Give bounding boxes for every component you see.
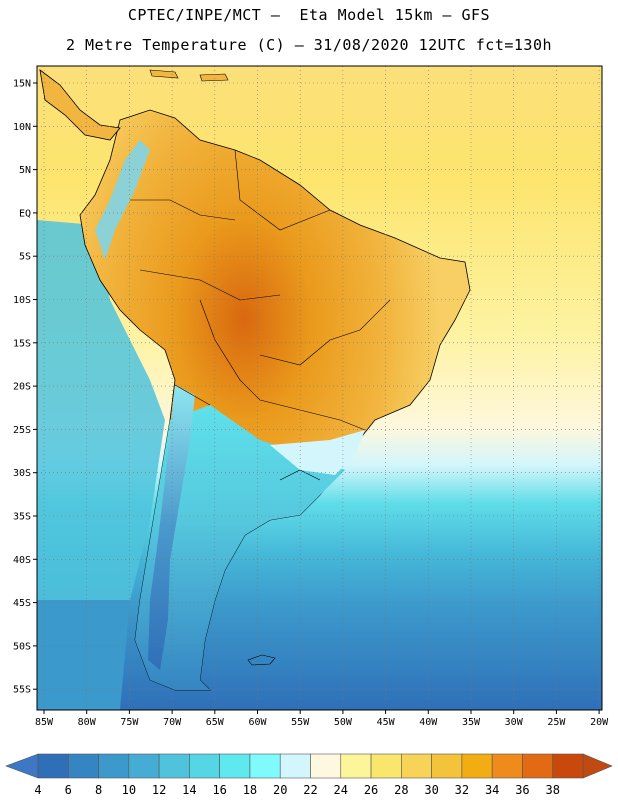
colorbar-tick-label: 10	[122, 783, 136, 797]
andes-cold-strip	[148, 385, 195, 670]
lon-tick-label: 85W	[35, 717, 54, 728]
colorbar-low-arrow	[5, 753, 39, 779]
lat-tick-label: 30S	[13, 468, 31, 479]
colorbar-tick-label: 20	[273, 783, 287, 797]
colorbar: 4 6 8 10 12 14 16 18 20 22 24 26 28 30 32 34 36 38	[5, 753, 613, 797]
colorbar-swatch	[279, 753, 311, 779]
falkland-islands	[247, 654, 276, 666]
latitude-axis: 15N 10N 5N EQ 5S 10S 15S 20S 25S 30S 35S 40S 45S 50S 5…	[13, 79, 37, 696]
colorbar-tick-label: 24	[334, 783, 348, 797]
central-america-land	[39, 69, 121, 141]
colorbar-tick-label: 32	[455, 783, 469, 797]
colorbar-swatch	[401, 753, 432, 779]
colorbar-swatch	[431, 753, 463, 779]
colorbar-tick-label: 34	[485, 783, 499, 797]
lon-tick-label: 35W	[462, 717, 481, 728]
lon-tick-label: 45W	[377, 717, 396, 728]
colorbar-tick-label: 22	[303, 783, 317, 797]
colorbar-swatch	[67, 753, 99, 779]
lon-tick-label: 20W	[590, 717, 609, 728]
colorbar-swatch	[249, 753, 281, 779]
colorbar-tick-label: 30	[424, 783, 438, 797]
pacific-cold-region	[37, 600, 130, 710]
pacific-cool-region	[37, 220, 165, 600]
southern-cone-land	[135, 405, 345, 690]
colorbar-tick-label: 8	[95, 783, 102, 797]
lat-tick-label: 10S	[13, 295, 31, 306]
lat-tick-label: 5N	[19, 165, 31, 176]
map-title: CPTEC/INPE/MCT – Eta Model 15km – GFS	[127, 6, 491, 24]
lat-tick-label: 20S	[13, 382, 31, 393]
lon-tick-label: 60W	[248, 717, 267, 728]
lon-tick-label: 65W	[206, 717, 225, 728]
colorbar-swatch	[552, 753, 584, 779]
lon-tick-label: 30W	[505, 717, 524, 728]
colorbar-swatch	[370, 753, 402, 779]
colorbar-tick-label: 18	[243, 783, 257, 797]
colorbar-high-arrow	[582, 753, 613, 779]
colorbar-swatch	[98, 753, 130, 779]
colorbar-tick-label: 36	[515, 783, 529, 797]
caribbean-island	[199, 73, 229, 82]
colorbar-swatch	[340, 753, 372, 779]
colorbar-swatch	[219, 753, 251, 779]
north-andes-cool	[95, 140, 150, 260]
colorbar-tick-label: 14	[182, 783, 196, 797]
lon-tick-label: 75W	[120, 717, 139, 728]
colorbar-swatch	[461, 753, 493, 779]
lat-tick-label: 55S	[13, 685, 31, 696]
lon-tick-label: 40W	[419, 717, 438, 728]
southern-brazil-mild	[270, 430, 365, 475]
colorbar-swatch	[158, 753, 190, 779]
colorbar-swatch	[189, 753, 220, 779]
lon-tick-label: 80W	[78, 717, 97, 728]
lat-tick-label: 35S	[13, 512, 31, 523]
lon-tick-label: 70W	[163, 717, 182, 728]
lat-tick-label: 25S	[13, 425, 31, 436]
colorbar-swatch	[491, 753, 523, 779]
colorbar-tick-label: 16	[212, 783, 226, 797]
colorbar-swatch	[522, 753, 554, 779]
lon-tick-label: 55W	[291, 717, 310, 728]
lat-tick-label: 10N	[13, 122, 31, 133]
temperature-map: 15N 10N 5N EQ 5S 10S 15S 20S 25S 30S 35S 40S 45S 50S 5…	[13, 65, 609, 728]
colorbar-tick-label: 6	[65, 783, 72, 797]
country-borders	[130, 149, 391, 481]
lon-tick-label: 25W	[547, 717, 566, 728]
colorbar-swatch	[128, 753, 160, 779]
lat-tick-label: 15S	[13, 338, 31, 349]
map-frame	[36, 65, 603, 711]
lat-tick-label: 15N	[13, 79, 31, 90]
colorbar-tick-label: 4	[34, 783, 41, 797]
colorbar-swatch	[37, 753, 69, 779]
lat-tick-label: EQ	[19, 208, 31, 219]
lat-tick-label: 45S	[13, 598, 31, 609]
colorbar-tick-label: 38	[545, 783, 559, 797]
colorbar-swatch	[310, 753, 342, 779]
colorbar-tick-label: 28	[394, 783, 408, 797]
graticule	[37, 66, 602, 710]
caribbean-island	[149, 69, 179, 79]
colorbar-tick-label: 12	[152, 783, 166, 797]
colorbar-tick-label: 26	[364, 783, 378, 797]
lat-tick-label: 40S	[13, 555, 31, 566]
map-subtitle: 2 Metre Temperature (C) – 31/08/2020 12U…	[65, 36, 553, 54]
lon-tick-label: 50W	[334, 717, 353, 728]
lat-tick-label: 50S	[13, 641, 31, 652]
lat-tick-label: 5S	[19, 252, 31, 263]
longitude-axis: 85W 80W 75W 70W 65W 60W 55W 50W 45W 40W 35W 30W 25W 2…	[35, 710, 609, 728]
